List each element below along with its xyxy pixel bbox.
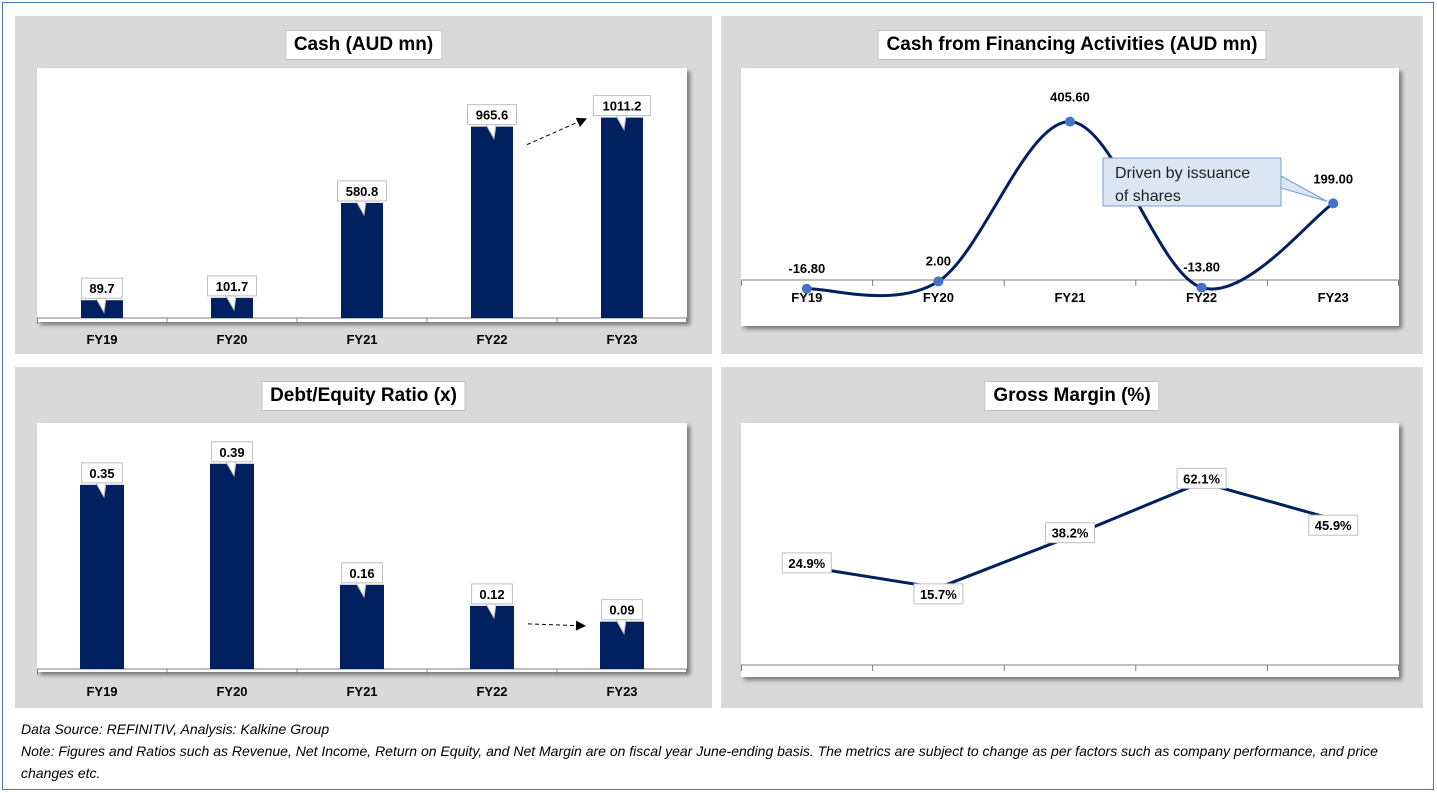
data-label-fy23: 45.9% <box>1308 514 1359 536</box>
marker-fy20 <box>933 276 944 287</box>
de-ratio-chart-title: Debt/Equity Ratio (x) <box>261 381 466 411</box>
bar-fy22 <box>471 126 513 318</box>
marker-fy22 <box>1196 282 1207 293</box>
gross-margin-panel: Gross Margin (%) FY19FY20FY21FY22FY2324.… <box>721 367 1423 708</box>
trend-arrow-line <box>527 623 579 627</box>
data-label-fy21: 0.16 <box>341 562 383 599</box>
svg-text:of shares: of shares <box>1115 188 1181 205</box>
svg-text:24.9%: 24.9% <box>788 556 825 571</box>
svg-text:0.39: 0.39 <box>219 445 244 460</box>
svg-text:0.12: 0.12 <box>479 587 504 602</box>
x-tick-label-fy23: FY23 <box>606 684 637 699</box>
bar-fy20 <box>211 297 253 318</box>
data-label-fy19: -16.80 <box>788 261 825 276</box>
financing-line-chart: FY19 FY20 FY21 FY22 FY23 -16.80 2.00 405.60 -13.… <box>741 90 1399 305</box>
bar-fy19 <box>80 484 124 669</box>
data-label-fy20: 101.7 <box>207 275 257 312</box>
trend-arrow-head <box>575 117 587 127</box>
x-tick-label-fy23: FY23 <box>1318 290 1349 305</box>
bar-fy23 <box>601 117 643 318</box>
trend-arrow-head <box>575 620 586 631</box>
bar-fy22 <box>470 605 514 669</box>
svg-text:38.2%: 38.2% <box>1052 526 1089 541</box>
data-label-fy19: 24.9% <box>781 552 832 574</box>
svg-text:965.6: 965.6 <box>476 108 509 123</box>
x-tick-label-fy21: FY21 <box>346 684 377 699</box>
data-label-fy22: 0.12 <box>471 583 513 620</box>
data-label-fy20: 2.00 <box>926 253 951 268</box>
bar-fy20 <box>210 463 254 669</box>
svg-text:580.8: 580.8 <box>346 184 379 199</box>
annotation-callout: Driven by issuance of shares <box>1102 157 1328 207</box>
svg-text:89.7: 89.7 <box>89 281 114 296</box>
cash-panel: Cash (AUD mn) 89.7 FY19 101.7 FY20 580.8 FY21… <box>15 16 712 354</box>
data-label-fy19: 89.7 <box>81 277 123 314</box>
marker-fy21 <box>1065 116 1075 127</box>
footer-note: Note: Figures and Ratios such as Revenue… <box>21 743 1378 781</box>
cash-plot-area: 89.7 FY19 101.7 FY20 580.8 FY21 965.6 FY22 1011.… <box>37 68 687 347</box>
data-label-fy22: -13.80 <box>1183 260 1220 275</box>
data-label-fy22: 965.6 <box>467 104 517 141</box>
x-tick-label-fy22: FY22 <box>1186 290 1217 305</box>
svg-text:0.35: 0.35 <box>89 466 114 481</box>
data-label-fy21: 405.60 <box>1050 90 1090 105</box>
svg-text:15.7%: 15.7% <box>920 587 957 602</box>
data-label-fy23: 1011.2 <box>592 95 652 132</box>
x-tick-label-fy23: FY23 <box>606 332 637 347</box>
gross-margin-chart-title: Gross Margin (%) <box>984 381 1160 411</box>
trend-arrow-line <box>526 121 580 146</box>
data-label-fy21: 580.8 <box>337 180 387 217</box>
svg-text:1011.2: 1011.2 <box>602 99 641 114</box>
data-label-fy20: 15.7% <box>913 583 964 605</box>
de-ratio-plot-area: 0.35 FY19 0.39 FY20 0.16 FY21 0.12 FY22 0.09 FY23 <box>37 423 687 699</box>
data-label-fy20: 0.39 <box>211 441 253 478</box>
svg-text:45.9%: 45.9% <box>1315 518 1352 533</box>
x-tick-label-fy19: FY19 <box>86 684 117 699</box>
x-tick-label-fy20: FY20 <box>216 332 247 347</box>
svg-text:0.16: 0.16 <box>349 566 374 581</box>
gross-margin-line-chart: FY19FY20FY21FY22FY2324.9%15.7%38.2%62.1%… <box>741 467 1399 671</box>
x-tick-label-fy20: FY20 <box>923 290 954 305</box>
financing-plot-area: FY19 FY20 FY21 FY22 FY23 -16.80 2.00 405.60 -13.… <box>741 68 1399 326</box>
x-tick-label-fy22: FY22 <box>476 684 507 699</box>
x-tick-label-fy21: FY21 <box>1054 290 1085 305</box>
data-label-fy21: 38.2% <box>1045 522 1095 544</box>
svg-text:62.1%: 62.1% <box>1183 471 1220 486</box>
cash-bar-chart: 89.7 FY19 101.7 FY20 580.8 FY21 965.6 FY22 1011.… <box>37 95 687 347</box>
x-tick-label-fy22: FY22 <box>476 332 507 347</box>
x-tick-label-fy19: FY19 <box>791 290 822 305</box>
x-tick-label-fy20: FY20 <box>216 684 247 699</box>
data-label-fy23: 0.09 <box>601 599 643 636</box>
de-ratio-bar-chart: 0.35 FY19 0.39 FY20 0.16 FY21 0.12 FY22 0.09 FY23 <box>37 441 687 699</box>
bar-fy21 <box>340 584 384 669</box>
cash-chart-title: Cash (AUD mn) <box>284 30 443 60</box>
x-tick-label-fy21: FY21 <box>346 332 377 347</box>
financing-panel: Cash from Financing Activities (AUD mn) … <box>721 16 1423 354</box>
marker-fy23 <box>1328 198 1339 209</box>
footer-source: Data Source: REFINITIV, Analysis: Kalkin… <box>21 721 330 737</box>
bar-fy21 <box>341 202 383 318</box>
svg-text:101.7: 101.7 <box>216 279 249 294</box>
svg-text:0.09: 0.09 <box>609 603 634 618</box>
de-ratio-panel: Debt/Equity Ratio (x) 0.35 FY19 0.39 FY20 0.… <box>15 367 712 708</box>
data-label-fy22: 62.1% <box>1176 467 1227 489</box>
marker-fy19 <box>801 283 812 294</box>
gross-margin-plot-area: FY19FY20FY21FY22FY2324.9%15.7%38.2%62.1%… <box>741 423 1399 677</box>
x-tick-label-fy19: FY19 <box>86 332 117 347</box>
svg-text:Driven by issuance: Driven by issuance <box>1115 165 1250 182</box>
series-line <box>806 120 1335 298</box>
financing-chart-title: Cash from Financing Activities (AUD mn) <box>877 30 1267 60</box>
data-label-fy19: 0.35 <box>81 462 123 499</box>
data-label-fy23: 199.00 <box>1313 171 1353 186</box>
